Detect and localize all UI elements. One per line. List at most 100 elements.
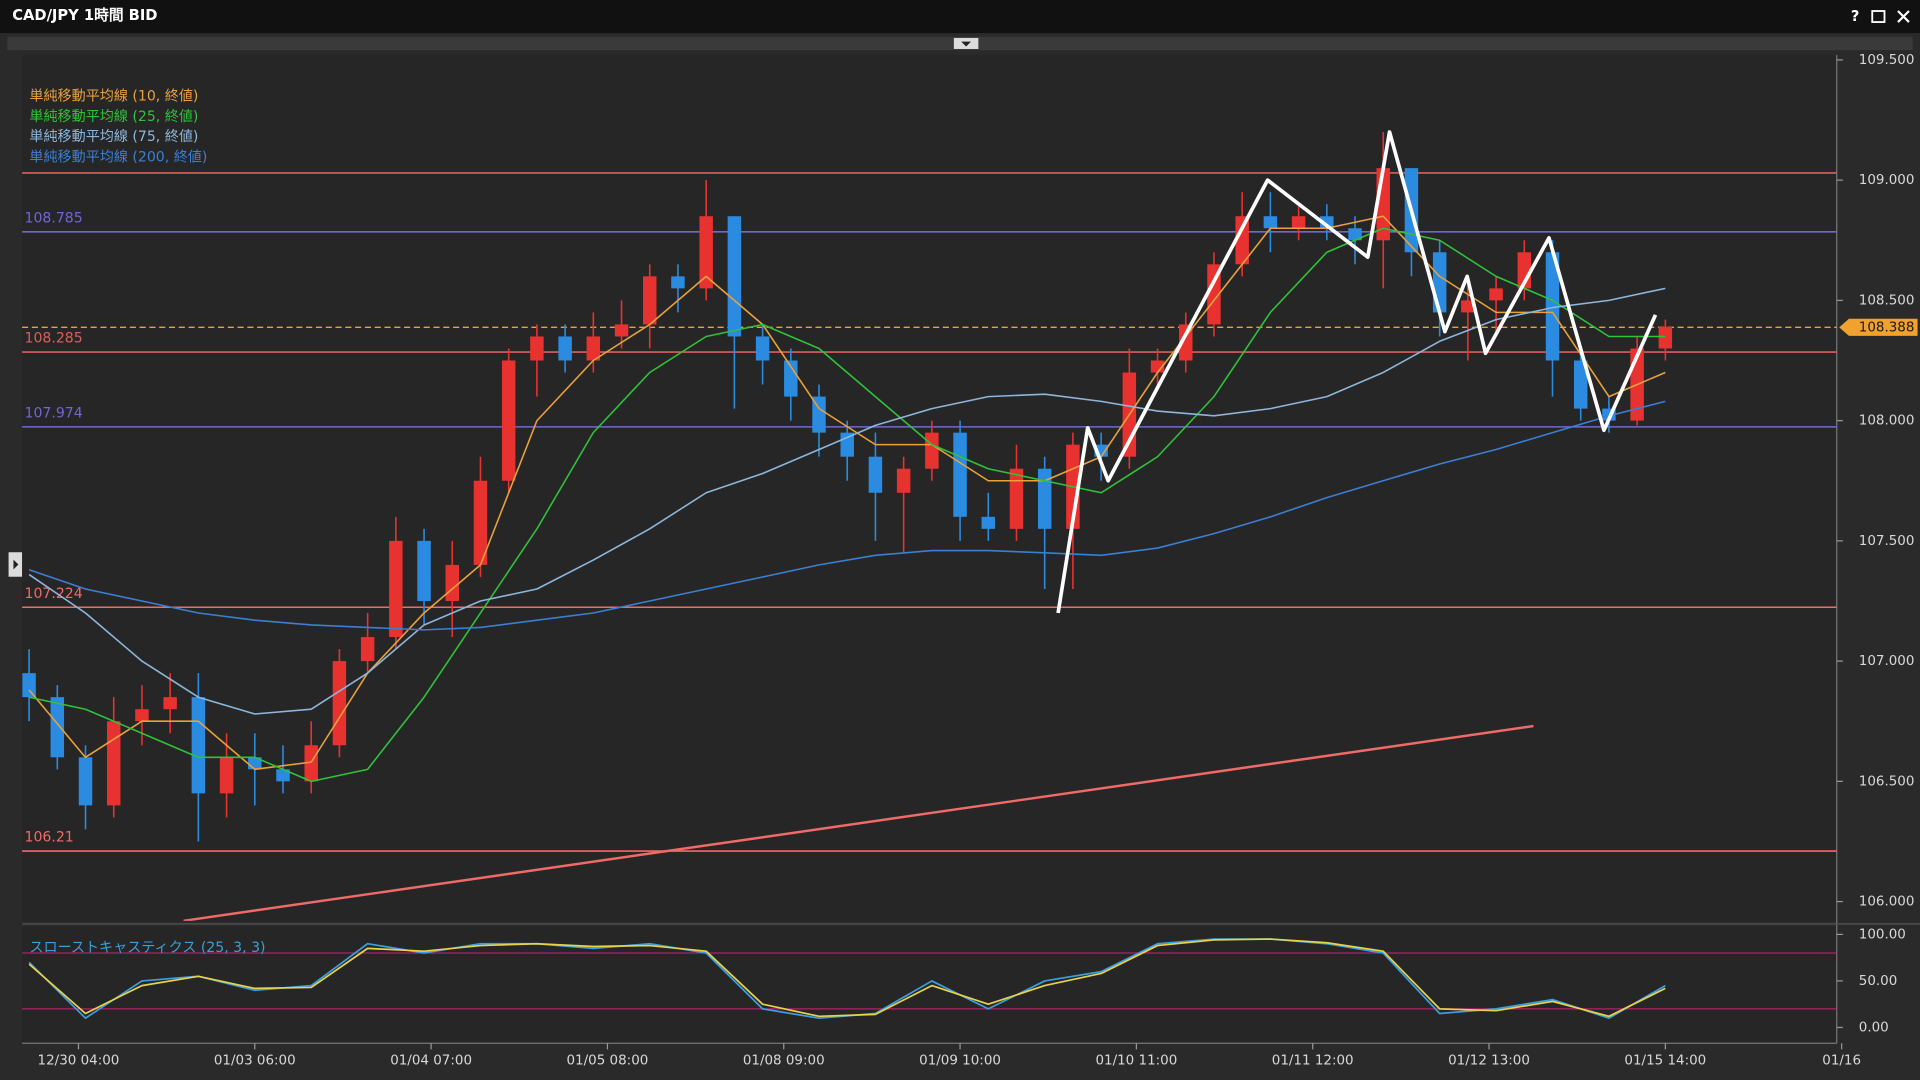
moving-average bbox=[28, 287, 1666, 715]
osc-tick-label: 0.00 bbox=[1859, 1020, 1889, 1035]
price-plot: 108.785 108.285 107.974 107.224 106.21 bbox=[22, 130, 1837, 921]
y-tick-label: 107.000 bbox=[1859, 654, 1915, 669]
candle-body bbox=[981, 516, 996, 529]
candle-body bbox=[191, 697, 206, 794]
title-bar bbox=[0, 0, 1920, 34]
candle-body bbox=[1545, 252, 1560, 361]
x-tick-label: 01/12 13:00 bbox=[1448, 1053, 1530, 1068]
candle-body bbox=[727, 216, 742, 337]
candle-body bbox=[925, 432, 939, 469]
x-tick-label: 01/15 14:00 bbox=[1624, 1053, 1706, 1068]
x-tick-label: 01/10 11:00 bbox=[1095, 1053, 1177, 1068]
candle-body bbox=[106, 721, 121, 806]
candle-body bbox=[1348, 228, 1362, 241]
osc-line bbox=[28, 938, 1666, 1018]
candle-body bbox=[360, 637, 375, 662]
candle-body bbox=[135, 709, 149, 722]
legend-entry: 単純移動平均線 (75, 終値) bbox=[29, 129, 198, 145]
x-tick-label: 12/30 04:00 bbox=[38, 1053, 120, 1068]
x-tick-label: 01/04 07:00 bbox=[390, 1053, 472, 1068]
candle-body bbox=[163, 697, 177, 710]
candle-body bbox=[1489, 288, 1503, 301]
candle-body bbox=[1150, 360, 1165, 373]
candle-body bbox=[1291, 216, 1306, 229]
x-tick-label: 01/03 06:00 bbox=[214, 1053, 296, 1068]
candle-body bbox=[1207, 264, 1221, 325]
candle-body bbox=[1009, 468, 1024, 529]
price-level-label: 107.974 bbox=[24, 405, 82, 421]
candle-body bbox=[1461, 300, 1475, 313]
candle-body bbox=[1235, 216, 1249, 265]
candle-body bbox=[699, 216, 713, 289]
candle-body bbox=[473, 480, 488, 565]
moving-average bbox=[28, 227, 1666, 783]
candle-body bbox=[219, 757, 234, 794]
x-tick-label: 01/05 08:00 bbox=[567, 1053, 649, 1068]
zigzag-drawing bbox=[1056, 130, 1658, 614]
candle-body bbox=[78, 757, 93, 806]
x-tick-label: 01/16 bbox=[1822, 1053, 1861, 1068]
candle-body bbox=[755, 336, 770, 361]
candle-body bbox=[868, 456, 883, 493]
y-tick-label: 107.500 bbox=[1859, 534, 1915, 549]
candle-body bbox=[586, 336, 601, 361]
osc-tick-label: 100.00 bbox=[1859, 927, 1906, 942]
y-tick-label: 108.000 bbox=[1859, 414, 1915, 429]
candle-body bbox=[276, 769, 290, 782]
x-tick-label: 01/11 12:00 bbox=[1272, 1053, 1354, 1068]
current-price-tag bbox=[1839, 318, 1918, 336]
y-tick-label: 109.500 bbox=[1859, 53, 1915, 68]
oscillator-pane bbox=[22, 926, 1837, 1044]
legend-entry: 単純移動平均線 (10, 終値) bbox=[29, 89, 198, 105]
price-level-label: 108.785 bbox=[24, 210, 82, 226]
x-tick-label: 01/08 09:00 bbox=[743, 1053, 825, 1068]
y-tick-label: 106.500 bbox=[1859, 774, 1915, 789]
overlay: 106.000 106.500 107.000 107.500 108.000 108.5… bbox=[29, 53, 1918, 1068]
candle-body bbox=[1263, 216, 1278, 229]
candle-body bbox=[953, 432, 967, 517]
osc-tick-label: 50.00 bbox=[1859, 974, 1898, 989]
candle-body bbox=[50, 697, 65, 758]
price-level-label: 107.224 bbox=[24, 586, 82, 602]
candle-body bbox=[530, 336, 544, 361]
candle-body bbox=[22, 673, 36, 698]
candle-body bbox=[501, 360, 516, 481]
collapse-arrow bbox=[961, 41, 972, 47]
side-tab-arrow bbox=[13, 559, 19, 570]
close-button[interactable] bbox=[1897, 10, 1910, 23]
osc-title: スローストキャスティクス (25, 3, 3) bbox=[29, 940, 265, 956]
candle-body bbox=[784, 360, 798, 397]
trendline bbox=[183, 724, 1534, 921]
y-tick-label: 106.000 bbox=[1859, 895, 1915, 910]
candle-body bbox=[417, 540, 431, 601]
help-button[interactable]: ? bbox=[1851, 8, 1860, 25]
candle-body bbox=[332, 661, 347, 746]
legend-entry: 単純移動平均線 (25, 終値) bbox=[29, 109, 198, 125]
candle-body bbox=[1573, 360, 1588, 409]
candle-body bbox=[1037, 468, 1052, 529]
moving-average bbox=[28, 215, 1666, 771]
candle-body bbox=[812, 396, 826, 433]
x-tick-label: 01/09 10:00 bbox=[919, 1053, 1001, 1068]
candle-body bbox=[643, 276, 657, 325]
candle-body bbox=[671, 276, 685, 289]
candle-body bbox=[558, 336, 572, 361]
candle-body bbox=[445, 564, 459, 601]
candle-body bbox=[1658, 326, 1673, 349]
oscillator-plot bbox=[22, 938, 1837, 1020]
current-price-label: 108.388 bbox=[1859, 320, 1915, 335]
candle-body bbox=[389, 540, 403, 638]
moving-average bbox=[28, 400, 1666, 631]
price-level-label: 108.285 bbox=[24, 331, 82, 347]
y-tick-label: 108.500 bbox=[1859, 293, 1915, 308]
candle-body bbox=[1179, 324, 1193, 361]
candle-body bbox=[896, 468, 911, 493]
maximize-button[interactable] bbox=[1871, 10, 1886, 23]
y-tick-label: 109.000 bbox=[1859, 173, 1915, 188]
legend-entry: 単純移動平均線 (200, 終値) bbox=[29, 149, 207, 165]
price-level-label: 106.21 bbox=[24, 830, 73, 846]
candle-body bbox=[614, 324, 629, 337]
candle-body bbox=[304, 745, 318, 782]
